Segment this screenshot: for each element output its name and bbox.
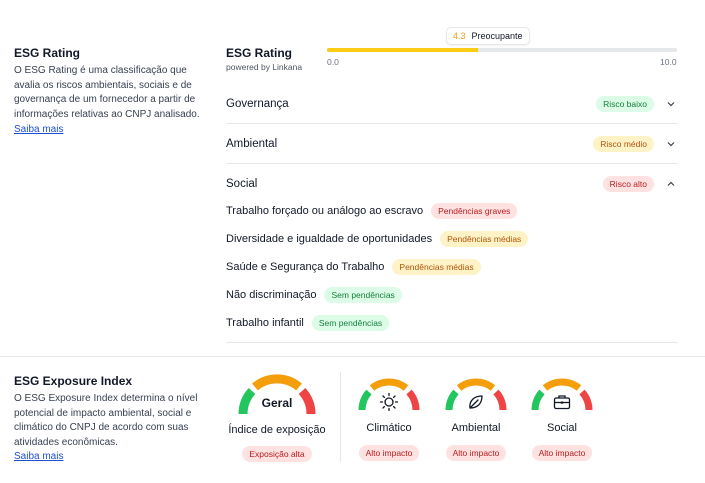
scale-max-label: 10.0 — [660, 57, 677, 67]
accordion-label: Governança — [226, 97, 289, 110]
social-gauge — [528, 376, 596, 412]
score-tooltip: 4.3 Preocupante — [446, 27, 530, 45]
social-item-label: Saúde e Segurança do Trabalho — [226, 261, 385, 273]
risk-badge: Risco baixo — [596, 95, 654, 112]
gauge-badge-wrap: Alto impacto — [436, 443, 516, 461]
list-item: Não discriminação Sem pendências — [226, 285, 402, 305]
rating-section-title: ESG Rating — [14, 46, 81, 60]
impact-badge: Alto impacto — [531, 445, 593, 461]
social-item-label: Diversidade e igualdade de oportunidades — [226, 233, 433, 245]
climatico-gauge — [355, 376, 423, 412]
pending-badge: Pendências graves — [431, 203, 518, 219]
social-item-label: Não discriminação — [226, 289, 317, 301]
gauge-arc — [445, 378, 507, 411]
gauge-center-label: Geral — [261, 396, 293, 410]
main-gauge: Geral — [234, 372, 320, 418]
accordion-label: Ambiental — [226, 137, 278, 150]
exposure-learn-more-link[interactable]: Saiba mais — [14, 451, 64, 462]
gauge-caption: Índice de exposição — [228, 424, 326, 436]
gauge-caption: Climático — [366, 422, 412, 434]
score-label: Preocupante — [471, 31, 523, 41]
gauge-badge-wrap: Exposição alta — [220, 444, 334, 462]
sun-icon — [379, 392, 399, 412]
list-item: Diversidade e igualdade de oportunidades… — [226, 229, 529, 249]
pending-badge: Pendências médias — [392, 259, 481, 275]
pending-badge: Pendências médias — [440, 231, 529, 247]
gauge-caption: Ambiental — [451, 422, 501, 434]
ambiental-gauge — [442, 376, 510, 412]
score-value: 4.3 — [453, 31, 466, 41]
gauge-arc — [238, 374, 316, 415]
powered-by-label: powered by Linkana — [226, 62, 303, 72]
page-divider — [0, 356, 705, 357]
list-item: Saúde e Segurança do Trabalho Pendências… — [226, 257, 481, 277]
accordion-ambiental[interactable]: Ambiental Risco médio — [226, 124, 678, 164]
impact-badge: Alto impacto — [358, 445, 420, 461]
scale-min-label: 0.0 — [327, 57, 339, 67]
exposure-section-description: O ESG Exposure Index determina o nível p… — [14, 393, 198, 448]
exposure-section-title: ESG Exposure Index — [14, 374, 133, 388]
accordion-label: Social — [226, 178, 258, 190]
rating-title: ESG Rating — [226, 46, 293, 60]
pending-badge: Sem pendências — [311, 315, 390, 331]
gauge-arc — [358, 378, 420, 411]
impact-badge: Alto impacto — [445, 445, 507, 461]
list-item: Trabalho forçado ou análogo ao escravo P… — [226, 201, 518, 221]
chevron-down-icon[interactable] — [664, 137, 678, 151]
section-divider — [226, 342, 678, 343]
chevron-up-icon[interactable] — [664, 177, 678, 191]
rating-learn-more-link[interactable]: Saiba mais — [14, 124, 64, 135]
list-item: Trabalho infantil Sem pendências — [226, 313, 390, 333]
rating-section-description: O ESG Rating é uma classificação que ava… — [14, 65, 200, 120]
score-progress-fill — [327, 48, 478, 52]
gauge-caption: Social — [547, 422, 577, 434]
exposure-badge: Exposição alta — [242, 446, 312, 462]
pending-badge: Sem pendências — [324, 287, 402, 303]
briefcase-icon — [552, 392, 572, 412]
social-item-label: Trabalho infantil — [226, 317, 304, 329]
chevron-down-icon[interactable] — [664, 97, 678, 111]
gauge-badge-wrap: Alto impacto — [349, 443, 429, 461]
risk-badge: Risco alto — [602, 176, 654, 192]
accordion-governanca[interactable]: Governança Risco baixo — [226, 84, 678, 124]
leaf-icon — [466, 392, 486, 412]
social-item-label: Trabalho forçado ou análogo ao escravo — [226, 205, 424, 217]
accordion-social[interactable]: Social Risco alto — [226, 164, 678, 204]
risk-badge: Risco médio — [593, 135, 654, 152]
score-progress-bar — [327, 48, 677, 52]
gauge-badge-wrap: Alto impacto — [522, 443, 602, 461]
gauge-divider — [340, 372, 341, 462]
gauge-arc — [531, 378, 593, 411]
